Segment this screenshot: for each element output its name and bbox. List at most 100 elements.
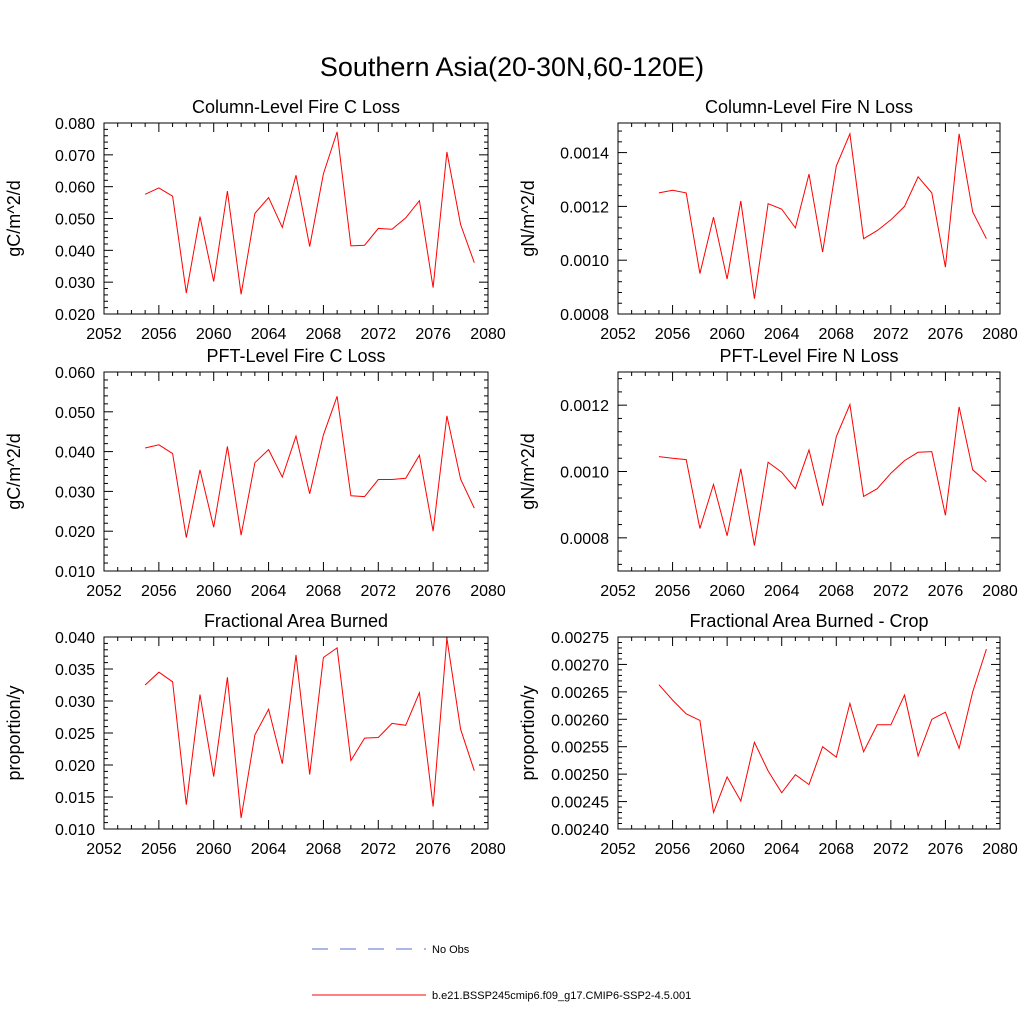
y-tick-label: 0.0010 (560, 253, 609, 270)
y-tick-label: 0.0012 (560, 398, 609, 415)
y-tick-label: 0.0012 (560, 199, 609, 216)
x-tick-label: 2080 (470, 841, 506, 858)
y-tick-label: 0.060 (55, 365, 95, 382)
chart-panel-1: 2052 2056 2060 2064 2068 2072 2076 2080 0.020 0.0… (4, 97, 506, 343)
x-tick-label: 2080 (470, 326, 506, 343)
x-tick-label: 2056 (141, 326, 177, 343)
series-line (658, 131, 987, 299)
x-tick-label: 2064 (251, 326, 287, 343)
chart-panel-5: 2052 2056 2060 2064 2068 2072 2076 2080 0.010 0.0… (4, 611, 506, 858)
x-tick-label: 2060 (709, 841, 745, 858)
panel-title: PFT-Level Fire C Loss (206, 346, 385, 366)
x-tick-label: 2076 (415, 326, 451, 343)
x-tick-label: 2072 (360, 583, 396, 600)
y-axis-label: gN/m^2/d (518, 180, 538, 256)
y-tick-label: 0.030 (55, 694, 95, 711)
x-tick-label: 2072 (873, 326, 909, 343)
series-line (144, 131, 475, 295)
x-tick-label: 2060 (196, 841, 232, 858)
x-tick-label: 2068 (306, 841, 342, 858)
x-tick-label: 2056 (655, 841, 691, 858)
panel-title: Fractional Area Burned - Crop (689, 611, 928, 631)
series-line (144, 396, 475, 538)
x-tick-label: 2056 (141, 583, 177, 600)
y-tick-label: 0.00250 (551, 767, 609, 784)
chart-panel-4: 2052 2056 2060 2064 2068 2072 2076 2080 0.0008 0.… (518, 346, 1018, 600)
y-tick-label: 0.0010 (560, 465, 609, 482)
y-tick-label: 0.030 (55, 484, 95, 501)
y-tick-label: 0.00260 (551, 712, 609, 729)
y-tick-label: 0.040 (55, 243, 95, 260)
series-line (144, 638, 475, 819)
y-axis-label: gN/m^2/d (518, 433, 538, 509)
x-tick-label: 2064 (251, 583, 287, 600)
y-tick-label: 0.00255 (551, 740, 609, 757)
x-tick-label: 2052 (600, 841, 636, 858)
y-tick-label: 0.00240 (551, 822, 609, 839)
y-tick-label: 0.00275 (551, 630, 609, 647)
y-tick-label: 0.040 (55, 445, 95, 462)
y-tick-label: 0.015 (55, 790, 95, 807)
x-tick-label: 2052 (600, 326, 636, 343)
panel-title: Fractional Area Burned (204, 611, 388, 631)
chart-panel-2: 2052 2056 2060 2064 2068 2072 2076 2080 0.0008 0.… (518, 97, 1018, 343)
x-tick-label: 2064 (764, 841, 800, 858)
y-axis-label: gC/m^2/d (4, 180, 24, 256)
x-tick-label: 2076 (928, 841, 964, 858)
x-tick-label: 2052 (600, 583, 636, 600)
x-tick-label: 2060 (196, 326, 232, 343)
x-tick-label: 2076 (415, 583, 451, 600)
y-tick-label: 0.0008 (560, 531, 609, 548)
x-tick-label: 2072 (360, 841, 396, 858)
x-tick-label: 2072 (360, 326, 396, 343)
y-tick-label: 0.060 (55, 180, 95, 197)
y-tick-label: 0.020 (55, 758, 95, 775)
x-tick-label: 2080 (982, 841, 1018, 858)
y-axis-label: proportion/y (518, 685, 538, 780)
x-tick-label: 2052 (86, 583, 122, 600)
x-tick-label: 2076 (928, 326, 964, 343)
x-tick-label: 2052 (86, 841, 122, 858)
chart-panel-6: 2052 2056 2060 2064 2068 2072 2076 2080 0.00240 0… (518, 611, 1018, 858)
x-tick-label: 2064 (764, 583, 800, 600)
y-tick-label: 0.040 (55, 630, 95, 647)
x-tick-label: 2056 (655, 326, 691, 343)
x-tick-label: 2064 (251, 841, 287, 858)
x-tick-label: 2076 (928, 583, 964, 600)
y-tick-label: 0.050 (55, 405, 95, 422)
y-tick-label: 0.00270 (551, 657, 609, 674)
y-tick-label: 0.070 (55, 148, 95, 165)
x-tick-label: 2068 (818, 326, 854, 343)
chart-panel-3: 2052 2056 2060 2064 2068 2072 2076 2080 0.010 0.0… (4, 346, 506, 600)
y-tick-label: 0.080 (55, 116, 95, 133)
x-tick-label: 2052 (86, 326, 122, 343)
y-tick-label: 0.0014 (560, 146, 609, 163)
x-tick-label: 2068 (306, 583, 342, 600)
x-tick-label: 2076 (415, 841, 451, 858)
legend-label-no-obs: No Obs (432, 944, 470, 956)
series-line (658, 402, 987, 546)
y-tick-label: 0.050 (55, 212, 95, 229)
x-tick-label: 2060 (709, 583, 745, 600)
x-tick-label: 2056 (655, 583, 691, 600)
legend: No Obs b.e21.BSSP245cmip6.f09_g17.CMIP6-… (312, 944, 691, 1002)
series-line (658, 648, 987, 815)
x-tick-label: 2072 (873, 841, 909, 858)
x-tick-label: 2060 (196, 583, 232, 600)
x-tick-label: 2072 (873, 583, 909, 600)
legend-label-model-run: b.e21.BSSP245cmip6.f09_g17.CMIP6-SSP2-4.… (432, 990, 691, 1002)
x-tick-label: 2060 (709, 326, 745, 343)
x-tick-label: 2080 (982, 326, 1018, 343)
panel-title: PFT-Level Fire N Loss (719, 346, 898, 366)
figure-title: Southern Asia(20-30N,60-120E) (320, 52, 704, 82)
panel-title: Column-Level Fire N Loss (705, 97, 913, 117)
y-tick-label: 0.020 (55, 307, 95, 324)
y-tick-label: 0.035 (55, 662, 95, 679)
x-tick-label: 2064 (764, 326, 800, 343)
y-tick-label: 0.030 (55, 275, 95, 292)
y-tick-label: 0.020 (55, 524, 95, 541)
y-axis-label: gC/m^2/d (4, 433, 24, 509)
y-tick-label: 0.00245 (551, 795, 609, 812)
